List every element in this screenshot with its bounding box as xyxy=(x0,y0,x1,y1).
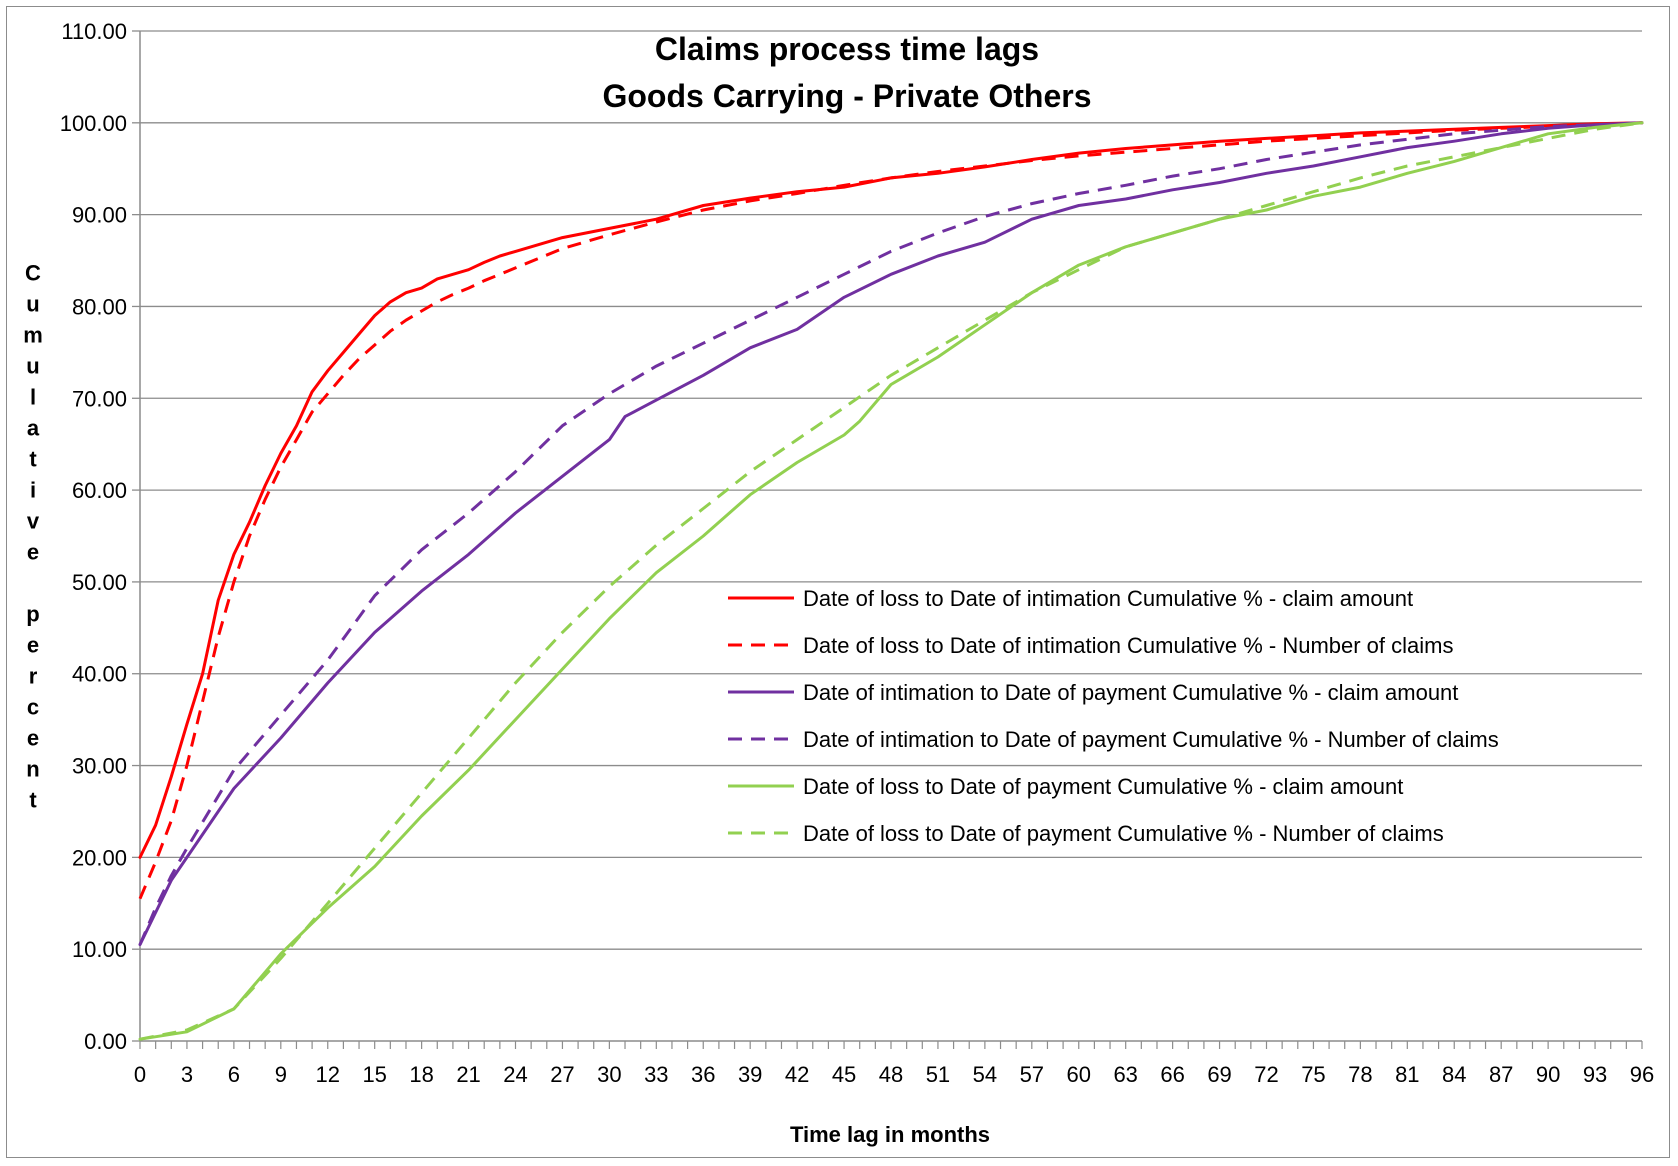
y-tick-label: 90.00 xyxy=(72,203,127,228)
x-tick-label: 15 xyxy=(362,1062,386,1087)
y-tick-label: 10.00 xyxy=(72,937,127,962)
x-tick-label: 93 xyxy=(1583,1062,1607,1087)
x-tick-label: 39 xyxy=(738,1062,762,1087)
y-tick-label: 110.00 xyxy=(61,19,127,44)
x-tick-label: 66 xyxy=(1160,1062,1184,1087)
series-line-3 xyxy=(138,121,1644,947)
y-tick-label: 0.00 xyxy=(84,1029,127,1054)
x-tick-label: 33 xyxy=(644,1062,668,1087)
x-tick-label: 21 xyxy=(456,1062,480,1087)
series-lines xyxy=(138,121,1644,1041)
chart-title-line-2: Goods Carrying - Private Others xyxy=(602,78,1091,114)
y-tick-labels: 0.00 10.00 20.00 30.00 40.00 50.00 60.00 70.00 8… xyxy=(60,19,140,1054)
x-tick-label: 96 xyxy=(1630,1062,1654,1087)
x-tick-label: 12 xyxy=(316,1062,340,1087)
legend-label-2: Date of loss to Date of intimation Cumul… xyxy=(803,633,1453,658)
x-tick-label: 24 xyxy=(503,1062,527,1087)
x-tick-label: 42 xyxy=(785,1062,809,1087)
series-line-2 xyxy=(138,121,1643,900)
x-tick-label: 27 xyxy=(550,1062,574,1087)
axes xyxy=(139,31,1642,1042)
x-tick-label: 75 xyxy=(1301,1062,1325,1087)
x-tick-label: 63 xyxy=(1113,1062,1137,1087)
x-tick-label: 57 xyxy=(1020,1062,1044,1087)
x-tick-label: 3 xyxy=(181,1062,193,1087)
legend-label-1: Date of loss to Date of intimation Cumul… xyxy=(803,586,1413,611)
y-tick-label: 20.00 xyxy=(72,845,127,870)
x-tick-label: 18 xyxy=(409,1062,433,1087)
y-tick-label: 70.00 xyxy=(72,386,127,411)
chart-title-line-1: Claims process time lags xyxy=(655,31,1039,67)
x-tick-label: 60 xyxy=(1067,1062,1091,1087)
x-tick-label: 51 xyxy=(926,1062,950,1087)
x-tick-label: 36 xyxy=(691,1062,715,1087)
legend: Date of loss to Date of intimation Cumul… xyxy=(728,586,1499,846)
y-tick-label: 40.00 xyxy=(72,662,127,687)
legend-label-4: Date of intimation to Date of payment Cu… xyxy=(803,727,1499,752)
x-tick-label: 72 xyxy=(1254,1062,1278,1087)
x-tick-label: 30 xyxy=(597,1062,621,1087)
x-tick-label: 84 xyxy=(1442,1062,1466,1087)
x-tick-label: 48 xyxy=(879,1062,903,1087)
legend-label-3: Date of intimation to Date of payment Cu… xyxy=(803,680,1458,705)
x-tick-label: 6 xyxy=(228,1062,240,1087)
x-tick-label: 9 xyxy=(275,1062,287,1087)
x-tick-label: 81 xyxy=(1395,1062,1419,1087)
series-line-6 xyxy=(139,121,1643,1041)
y-tick-label: 30.00 xyxy=(72,754,127,779)
series-line-5 xyxy=(138,121,1644,1041)
x-tick-label: 78 xyxy=(1348,1062,1372,1087)
x-tick-label: 90 xyxy=(1536,1062,1560,1087)
series-line-4 xyxy=(138,121,1643,946)
x-tick-label: 69 xyxy=(1207,1062,1231,1087)
x-tick-label: 0 xyxy=(134,1062,146,1087)
x-tick-labels: 0 3 6 9 12 15 18 21 24 27 30 33 36 39 42 45 48 51 54 57 60 63… xyxy=(134,1041,1654,1087)
series-line-1 xyxy=(138,121,1644,859)
x-tick-label: 45 xyxy=(832,1062,856,1087)
y-tick-label: 100.00 xyxy=(60,111,127,136)
x-tick-label: 87 xyxy=(1489,1062,1513,1087)
legend-label-6: Date of loss to Date of payment Cumulati… xyxy=(803,821,1444,846)
legend-label-5: Date of loss to Date of payment Cumulati… xyxy=(803,774,1403,799)
y-tick-label: 80.00 xyxy=(72,294,127,319)
x-axis-title: Time lag in months xyxy=(790,1122,990,1147)
gridlines xyxy=(140,30,1642,950)
y-tick-label: 60.00 xyxy=(72,478,127,503)
x-tick-label: 54 xyxy=(973,1062,997,1087)
y-tick-label: 50.00 xyxy=(72,570,127,595)
